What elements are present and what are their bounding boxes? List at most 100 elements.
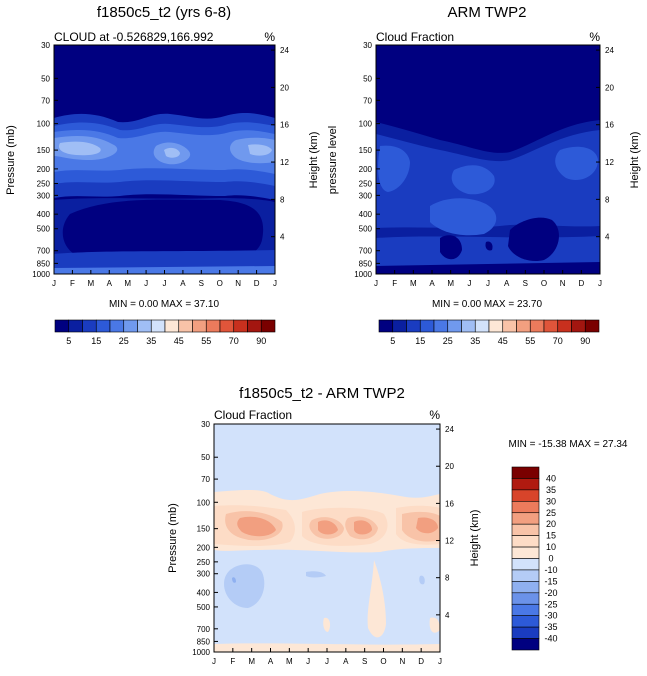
y-tick-label: 70 xyxy=(201,475,210,484)
y-tick-label: 70 xyxy=(41,96,50,105)
y-tick-label: 30 xyxy=(41,41,50,50)
y-tick-label: 250 xyxy=(37,179,51,188)
colorbar-swatch xyxy=(511,501,540,514)
panel3-contour-pos-5-c xyxy=(323,617,331,632)
x-tick-label: N xyxy=(235,279,241,288)
colorbar-label: -30 xyxy=(544,611,557,621)
panel3-plot-area xyxy=(213,423,441,653)
panel2-title: ARM TWP2 xyxy=(448,4,527,21)
panel3-contour-neg-10-a xyxy=(224,564,265,608)
panel-obs: ARM TWP2 Cloud Fraction % 30 50 70 100 150 20… xyxy=(327,4,641,346)
x-tick-label: O xyxy=(217,279,223,288)
y-tick-label: 1000 xyxy=(354,270,372,279)
x-tick-label: M xyxy=(87,279,94,288)
colorbar-label: -40 xyxy=(544,634,557,644)
right-tick-label: 4 xyxy=(605,233,610,242)
panel1-colorbar: 5 15 25 35 45 55 70 90 xyxy=(54,319,276,346)
x-tick-label: A xyxy=(107,279,113,288)
x-tick-label: J xyxy=(467,279,471,288)
panel1-plot-area xyxy=(53,44,276,275)
right-tick-label: 8 xyxy=(605,195,610,204)
colorbar-label: 70 xyxy=(229,336,239,346)
right-tick-label: 8 xyxy=(445,574,450,583)
y-tick-label: 50 xyxy=(363,74,372,83)
colorbar-swatch xyxy=(95,319,111,333)
colorbar-swatch xyxy=(511,535,540,548)
colorbar-swatch xyxy=(433,319,449,333)
colorbar-swatch xyxy=(511,466,540,479)
colorbar-swatch xyxy=(511,546,540,559)
colorbar-swatch xyxy=(54,319,70,333)
y-tick-label: 100 xyxy=(197,498,211,507)
right-tick-label: 20 xyxy=(605,83,614,92)
colorbar-swatch xyxy=(511,569,540,582)
y-tick-label: 700 xyxy=(197,625,211,634)
x-tick-label: A xyxy=(268,657,274,666)
panel2-ylabel-right: Height (km) xyxy=(629,132,641,189)
x-tick-label: M xyxy=(124,279,131,288)
right-tick-label: 12 xyxy=(445,537,454,546)
panel2-contour-20-d xyxy=(430,198,497,236)
x-tick-label: F xyxy=(392,279,397,288)
y-tick-label: 50 xyxy=(41,74,50,83)
colorbar-swatch xyxy=(192,319,207,333)
panel3-contour-pos-20-d xyxy=(416,517,438,534)
colorbar-label: 45 xyxy=(498,336,508,346)
right-tick-label: 4 xyxy=(445,611,450,620)
x-tick-label: M xyxy=(286,657,293,666)
x-tick-label: M xyxy=(410,279,417,288)
colorbar-swatch xyxy=(68,319,83,333)
panel1-right-ticks: 24 20 16 12 8 4 xyxy=(271,46,289,242)
x-tick-label: J xyxy=(163,279,167,288)
panel1-ylabel: Pressure (mb) xyxy=(5,125,17,195)
colorbar-label: 40 xyxy=(546,473,556,483)
panel1-contour-35-b xyxy=(164,147,180,158)
x-tick-label: S xyxy=(199,279,204,288)
right-tick-label: 20 xyxy=(445,462,454,471)
x-tick-label: F xyxy=(230,657,235,666)
panel2-contour-5-b xyxy=(508,217,559,262)
panel3-units: % xyxy=(429,408,440,422)
colorbar-label: 90 xyxy=(580,336,590,346)
colorbar-label: 45 xyxy=(174,336,184,346)
colorbar-label: 30 xyxy=(546,496,556,506)
colorbar-swatch xyxy=(233,319,248,333)
x-tick-label: J xyxy=(212,657,216,666)
y-tick-label: 500 xyxy=(37,225,51,234)
y-tick-label: 200 xyxy=(359,165,373,174)
y-tick-label: 50 xyxy=(201,453,210,462)
panel2-y-ticks: 30 50 70 100 150 200 250 300 400 500 700 850 1000 xyxy=(354,41,380,279)
panel2-plot-area xyxy=(375,44,601,275)
colorbar-swatch xyxy=(543,319,559,333)
colorbar-swatch xyxy=(511,558,540,571)
colorbar-label: 5 xyxy=(66,336,71,346)
colorbar-label: 55 xyxy=(525,336,535,346)
colorbar-swatch xyxy=(178,319,193,333)
panel3-contour-pos-5-d xyxy=(429,617,440,633)
panel2-subtitle: Cloud Fraction xyxy=(376,30,454,44)
panel1-y-ticks: 30 50 70 100 150 200 250 300 400 500 700 850 1000 xyxy=(32,41,58,279)
colorbar-swatch xyxy=(461,319,476,333)
x-tick-label: O xyxy=(380,657,386,666)
y-tick-label: 150 xyxy=(359,146,373,155)
x-tick-label: N xyxy=(399,657,405,666)
y-tick-label: 850 xyxy=(359,259,373,268)
colorbar-swatch xyxy=(150,319,166,333)
colorbar-swatch xyxy=(392,319,407,333)
panel3-right-ticks: 24 20 16 12 8 4 xyxy=(436,425,454,620)
panel3-contour-pos-20-b xyxy=(318,520,338,535)
panel1-ylabel-right: Height (km) xyxy=(308,132,320,189)
panel1-contour-35-c xyxy=(248,144,272,156)
colorbar-label: -15 xyxy=(544,576,557,586)
panel3-contour-neg-10-b xyxy=(306,571,326,578)
colorbar-label: -35 xyxy=(544,622,557,632)
y-tick-label: 500 xyxy=(359,225,373,234)
colorbar-swatch xyxy=(123,319,138,333)
colorbar-swatch xyxy=(529,319,545,333)
right-tick-label: 20 xyxy=(280,83,289,92)
colorbar-swatch xyxy=(511,581,540,594)
x-tick-label: D xyxy=(254,279,260,288)
